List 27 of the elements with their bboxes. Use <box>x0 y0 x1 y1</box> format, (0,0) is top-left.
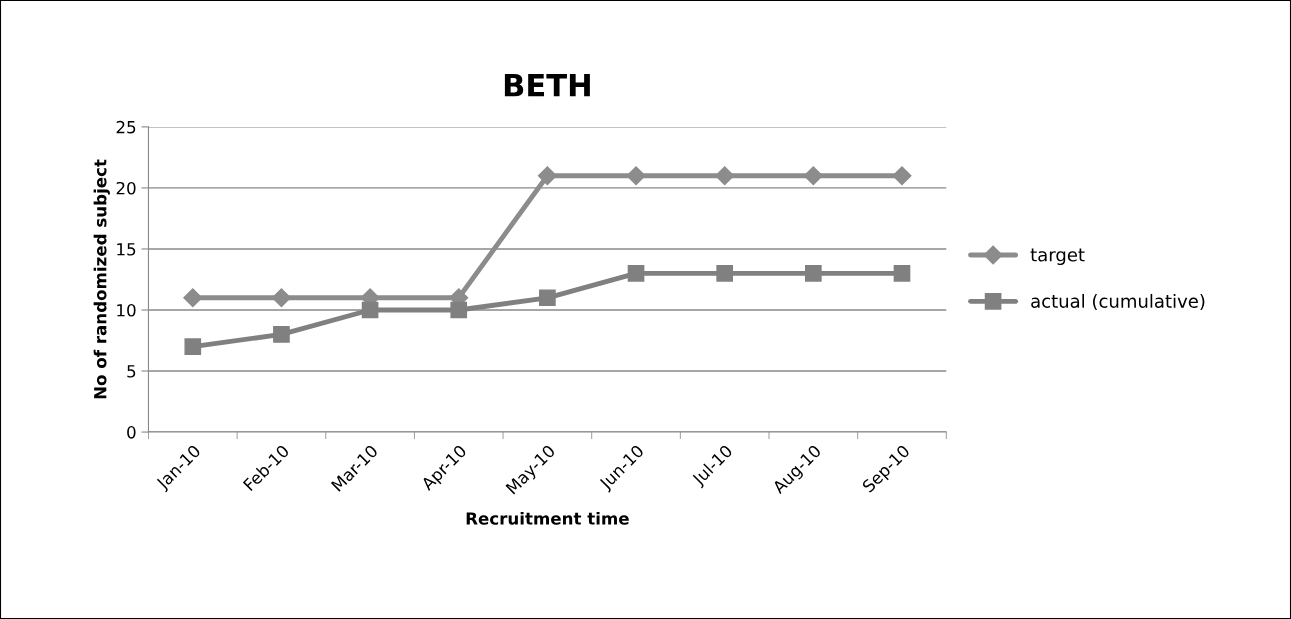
point <box>273 326 290 343</box>
point <box>893 265 911 282</box>
point <box>537 166 557 186</box>
y-tick-label: 10 <box>117 303 136 317</box>
point <box>539 289 556 307</box>
point <box>716 265 734 282</box>
point <box>626 166 646 186</box>
point <box>803 166 823 186</box>
y-tick-label: 25 <box>116 120 136 134</box>
x-axis-title: Recruitment time <box>466 511 629 525</box>
y-tick-label: 0 <box>127 426 136 439</box>
legend-label: actual (cumulative) <box>1031 293 1205 311</box>
legend-label: target <box>1030 248 1085 266</box>
point <box>184 338 202 355</box>
y-tick-label: 15 <box>117 243 136 256</box>
y-tick-label: 5 <box>127 365 136 378</box>
point <box>450 301 468 319</box>
point <box>271 288 291 308</box>
point <box>804 265 822 282</box>
point <box>892 166 912 186</box>
y-axis-title: No of randomized subject <box>93 159 110 399</box>
point <box>715 166 735 186</box>
y-tick-label: 20 <box>116 181 136 195</box>
point <box>627 265 645 282</box>
point <box>183 288 203 308</box>
chart-title: BETH <box>504 74 590 97</box>
point <box>361 301 379 319</box>
